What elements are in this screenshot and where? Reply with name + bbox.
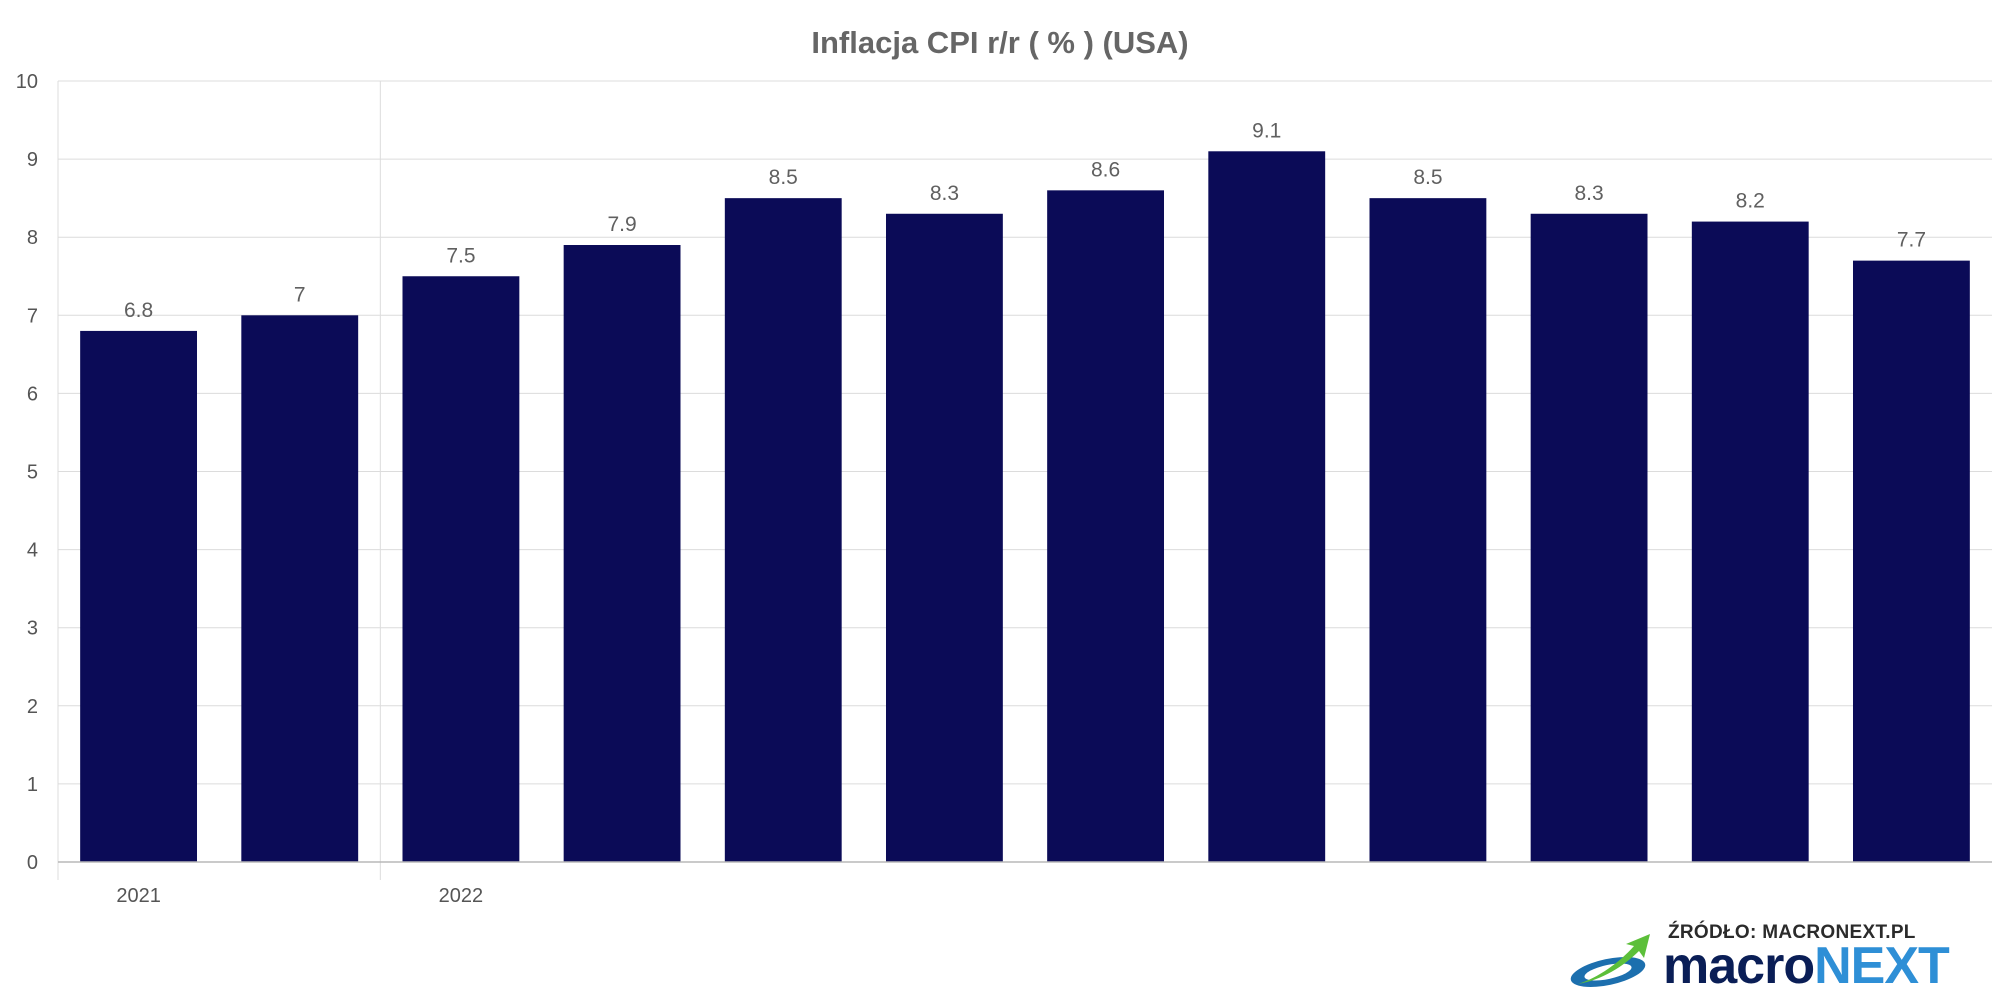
y-tick-label: 5: [27, 462, 38, 484]
data-label: 7.9: [607, 213, 636, 236]
data-label: 7: [294, 283, 306, 306]
y-tick-label: 0: [27, 852, 38, 874]
chart-title: Inflacja CPI r/r ( % ) (USA): [811, 25, 1188, 60]
data-label: 8.3: [930, 182, 959, 205]
y-tick-label: 10: [16, 71, 38, 93]
bar: [1369, 198, 1487, 862]
y-tick-label: 9: [27, 149, 38, 171]
macronext-arrow-icon: [1570, 934, 1650, 987]
bar: [885, 213, 1003, 862]
gridlines: [57, 80, 1992, 880]
x-tick-label: 2022: [439, 885, 484, 907]
y-tick-label: 2: [27, 696, 38, 718]
y-tick-label: 1: [27, 774, 38, 796]
y-tick-label: 3: [27, 618, 38, 640]
bar: [80, 330, 198, 862]
data-label: 6.8: [124, 299, 153, 322]
bars: [80, 151, 1970, 863]
data-label: 8.5: [769, 166, 798, 189]
bar: [1530, 213, 1648, 862]
bar: [241, 315, 359, 862]
data-label: 8.3: [1574, 182, 1603, 205]
data-label: 9.1: [1252, 119, 1281, 142]
bar: [1208, 151, 1326, 863]
data-label: 7.7: [1897, 229, 1926, 252]
data-label: 8.6: [1091, 158, 1120, 181]
bar: [1047, 190, 1165, 863]
y-tick-label: 6: [27, 383, 38, 405]
y-tick-label: 7: [27, 305, 38, 327]
data-labels: 6.8 7 7.5 7.9 8.5 8.3 8.6 9.1 8.5 8.3 8.2 7.7: [124, 119, 1926, 322]
y-tick-label: 4: [27, 540, 38, 562]
source-label: ŹRÓDŁO: MACRONEXT.PL: [1668, 922, 1916, 943]
bar: [1691, 221, 1809, 862]
bar: [563, 245, 681, 862]
data-label: 8.5: [1413, 166, 1442, 189]
axes: 0 1 2 3 4 5 6 7 8 9 10 2021 2022: [16, 71, 1992, 907]
bar: [402, 276, 520, 862]
macronext-logo: macroNEXT: [1663, 937, 1950, 995]
x-tick-label: 2021: [116, 885, 161, 907]
bar: [1852, 260, 1970, 862]
bar: [724, 198, 842, 862]
source-attribution: ŹRÓDŁO: MACRONEXT.PL macroNEXT: [1568, 918, 1988, 996]
y-tick-label: 8: [27, 227, 38, 249]
data-label: 8.2: [1736, 190, 1765, 213]
data-label: 7.5: [446, 244, 475, 267]
